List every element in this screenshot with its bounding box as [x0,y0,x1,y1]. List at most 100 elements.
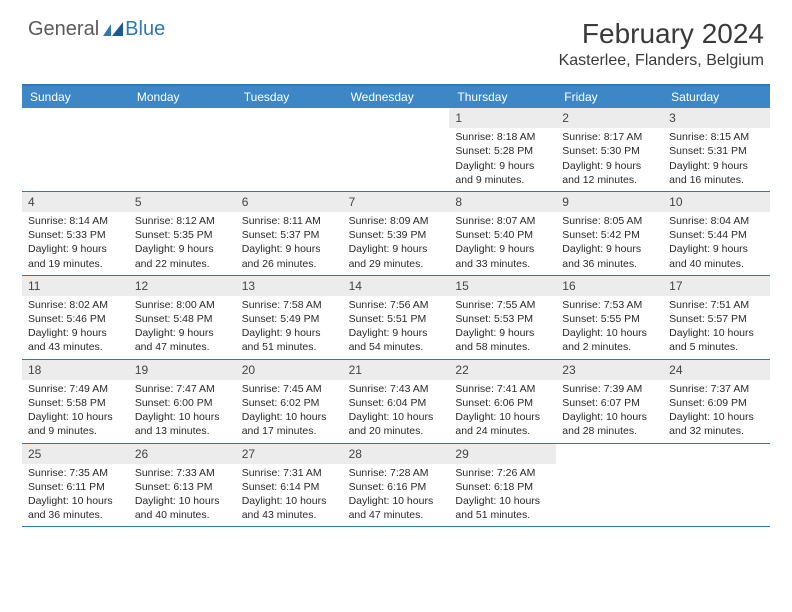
day-line: and 12 minutes. [562,173,657,187]
logo: General Blue [28,18,165,41]
day-line: Sunrise: 8:04 AM [669,214,764,228]
day-line: and 19 minutes. [28,257,123,271]
weeks-container: 1Sunrise: 8:18 AMSunset: 5:28 PMDaylight… [22,108,770,527]
day-number: 29 [449,444,556,464]
day-line: Daylight: 9 hours [28,242,123,256]
day-number: 11 [22,276,129,296]
weekday-cell: Friday [556,86,663,108]
day-line: Daylight: 9 hours [562,159,657,173]
day-line: Sunset: 6:09 PM [669,396,764,410]
day-line: Sunrise: 8:15 AM [669,130,764,144]
day-number: 12 [129,276,236,296]
day-info: Sunrise: 7:28 AMSunset: 6:16 PMDaylight:… [343,464,450,527]
day-line: Sunset: 6:07 PM [562,396,657,410]
day-cell: 15Sunrise: 7:55 AMSunset: 5:53 PMDayligh… [449,276,556,359]
day-line: Daylight: 9 hours [455,326,550,340]
day-line: Sunrise: 7:37 AM [669,382,764,396]
day-number: 17 [663,276,770,296]
day-cell: 7Sunrise: 8:09 AMSunset: 5:39 PMDaylight… [343,192,450,275]
day-cell [129,108,236,191]
day-line: and 43 minutes. [242,508,337,522]
day-number: 14 [343,276,450,296]
week-row: 1Sunrise: 8:18 AMSunset: 5:28 PMDaylight… [22,108,770,192]
day-line: Sunrise: 8:02 AM [28,298,123,312]
day-info: Sunrise: 8:18 AMSunset: 5:28 PMDaylight:… [449,128,556,191]
day-line: Sunrise: 7:41 AM [455,382,550,396]
day-number: 23 [556,360,663,380]
day-line: Sunrise: 8:11 AM [242,214,337,228]
day-cell: 5Sunrise: 8:12 AMSunset: 5:35 PMDaylight… [129,192,236,275]
day-cell: 10Sunrise: 8:04 AMSunset: 5:44 PMDayligh… [663,192,770,275]
day-line: Sunset: 6:11 PM [28,480,123,494]
weekday-cell: Wednesday [343,86,450,108]
day-line: Daylight: 9 hours [455,159,550,173]
day-line: and 40 minutes. [669,257,764,271]
day-number: 3 [663,108,770,128]
day-number: 2 [556,108,663,128]
day-cell: 14Sunrise: 7:56 AMSunset: 5:51 PMDayligh… [343,276,450,359]
day-info: Sunrise: 7:53 AMSunset: 5:55 PMDaylight:… [556,296,663,359]
week-row: 4Sunrise: 8:14 AMSunset: 5:33 PMDaylight… [22,192,770,276]
day-line: Sunset: 6:02 PM [242,396,337,410]
day-line: Daylight: 10 hours [562,410,657,424]
day-line: Sunrise: 8:07 AM [455,214,550,228]
day-number: 22 [449,360,556,380]
day-line: Sunrise: 7:28 AM [349,466,444,480]
day-line: and 40 minutes. [135,508,230,522]
day-line: Daylight: 9 hours [562,242,657,256]
weekday-cell: Saturday [663,86,770,108]
day-number: 13 [236,276,343,296]
day-info: Sunrise: 7:31 AMSunset: 6:14 PMDaylight:… [236,464,343,527]
day-line: Sunset: 5:51 PM [349,312,444,326]
day-info: Sunrise: 7:26 AMSunset: 6:18 PMDaylight:… [449,464,556,527]
day-number: 21 [343,360,450,380]
day-info: Sunrise: 7:41 AMSunset: 6:06 PMDaylight:… [449,380,556,443]
day-info: Sunrise: 8:07 AMSunset: 5:40 PMDaylight:… [449,212,556,275]
day-line: Daylight: 10 hours [562,326,657,340]
week-row: 11Sunrise: 8:02 AMSunset: 5:46 PMDayligh… [22,276,770,360]
day-line: and 36 minutes. [28,508,123,522]
day-info: Sunrise: 8:00 AMSunset: 5:48 PMDaylight:… [129,296,236,359]
day-line: Daylight: 10 hours [455,494,550,508]
day-line: Daylight: 10 hours [28,494,123,508]
day-number: 20 [236,360,343,380]
day-line: Daylight: 9 hours [349,326,444,340]
day-line: and 9 minutes. [455,173,550,187]
day-line: Sunrise: 8:17 AM [562,130,657,144]
location: Kasterlee, Flanders, Belgium [559,52,764,70]
day-cell: 29Sunrise: 7:26 AMSunset: 6:18 PMDayligh… [449,444,556,527]
day-line: Sunrise: 7:47 AM [135,382,230,396]
day-number: 1 [449,108,556,128]
day-line: Sunrise: 8:12 AM [135,214,230,228]
day-cell: 3Sunrise: 8:15 AMSunset: 5:31 PMDaylight… [663,108,770,191]
day-line: Sunrise: 7:55 AM [455,298,550,312]
day-cell: 19Sunrise: 7:47 AMSunset: 6:00 PMDayligh… [129,360,236,443]
day-line: Daylight: 9 hours [349,242,444,256]
day-number: 4 [22,192,129,212]
day-number: 27 [236,444,343,464]
day-line: Sunset: 5:49 PM [242,312,337,326]
day-line: Sunset: 6:14 PM [242,480,337,494]
day-line: and 2 minutes. [562,340,657,354]
day-cell: 16Sunrise: 7:53 AMSunset: 5:55 PMDayligh… [556,276,663,359]
day-cell: 24Sunrise: 7:37 AMSunset: 6:09 PMDayligh… [663,360,770,443]
day-info: Sunrise: 7:58 AMSunset: 5:49 PMDaylight:… [236,296,343,359]
day-cell: 11Sunrise: 8:02 AMSunset: 5:46 PMDayligh… [22,276,129,359]
day-line: Sunset: 5:37 PM [242,228,337,242]
day-line: Daylight: 9 hours [669,159,764,173]
day-cell: 2Sunrise: 8:17 AMSunset: 5:30 PMDaylight… [556,108,663,191]
day-cell [22,108,129,191]
day-line: Sunset: 6:04 PM [349,396,444,410]
day-line: and 43 minutes. [28,340,123,354]
day-line: Sunset: 5:28 PM [455,144,550,158]
day-number: 26 [129,444,236,464]
day-info: Sunrise: 7:56 AMSunset: 5:51 PMDaylight:… [343,296,450,359]
day-line: Sunrise: 7:45 AM [242,382,337,396]
day-cell: 6Sunrise: 8:11 AMSunset: 5:37 PMDaylight… [236,192,343,275]
day-line: Sunrise: 7:53 AM [562,298,657,312]
day-cell: 27Sunrise: 7:31 AMSunset: 6:14 PMDayligh… [236,444,343,527]
calendar: SundayMondayTuesdayWednesdayThursdayFrid… [22,84,770,527]
day-line: Sunset: 5:40 PM [455,228,550,242]
day-number: 10 [663,192,770,212]
day-info: Sunrise: 7:49 AMSunset: 5:58 PMDaylight:… [22,380,129,443]
